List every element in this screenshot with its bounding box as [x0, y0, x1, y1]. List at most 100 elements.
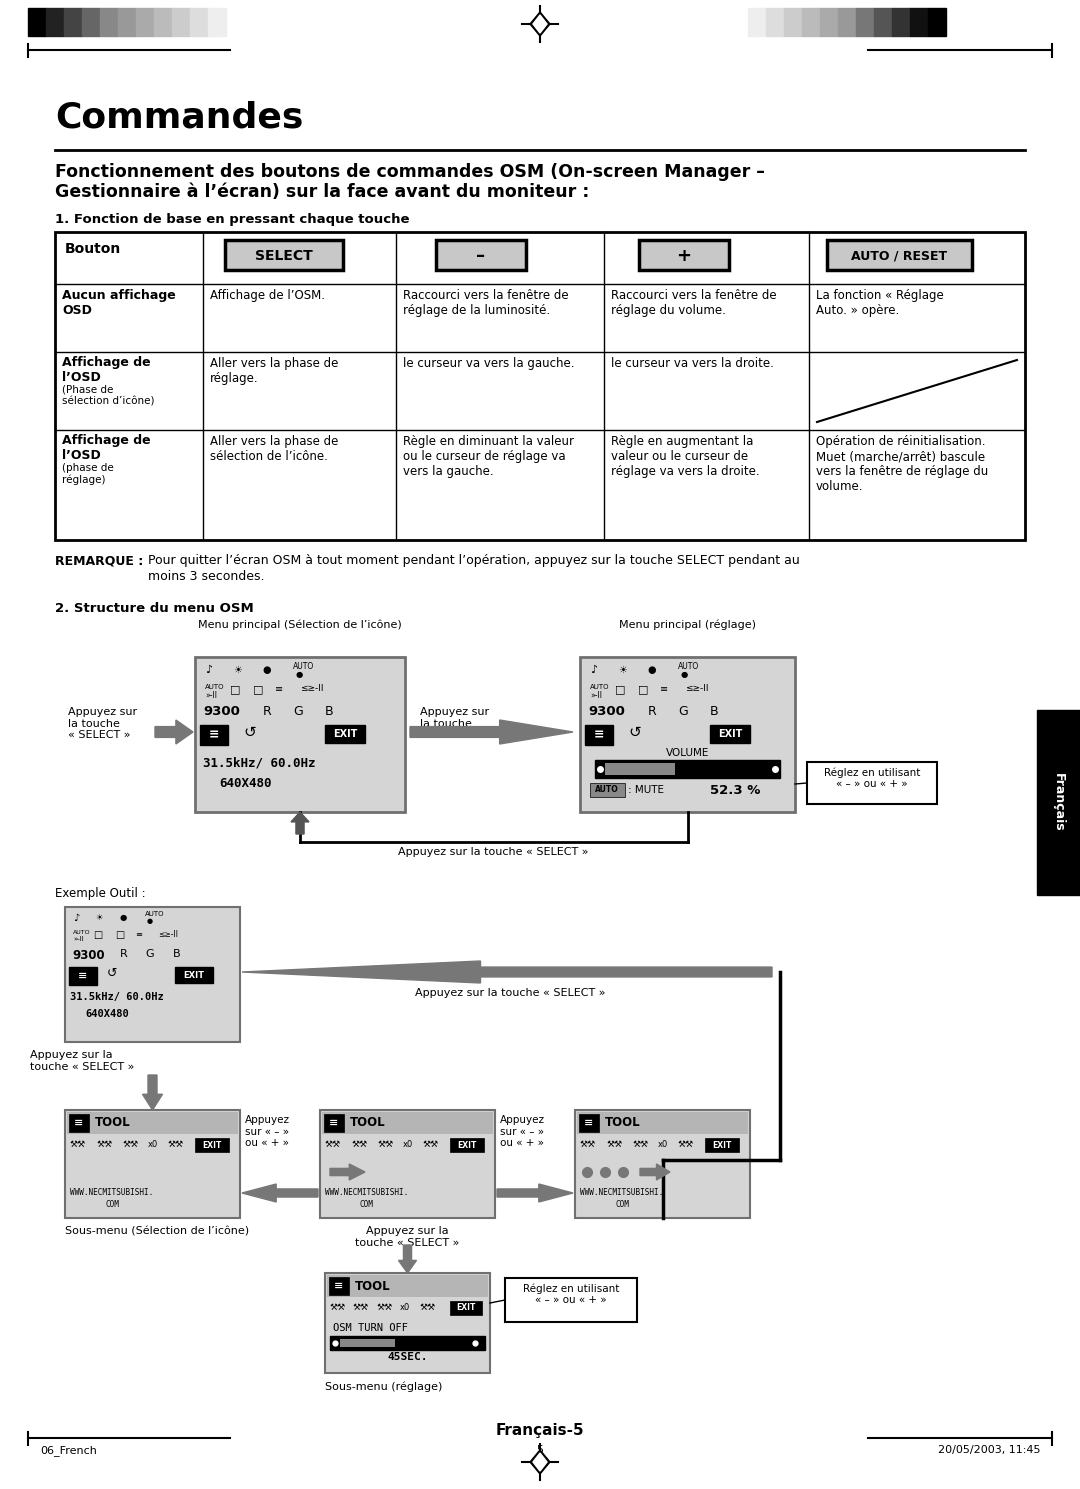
- Text: ≡: ≡: [594, 728, 604, 742]
- Bar: [208, 7, 226, 36]
- Text: Réglez en utilisant
« – » ou « + »: Réglez en utilisant « – » ou « + »: [824, 767, 920, 789]
- Text: ≤≥‑II: ≤≥‑II: [158, 931, 178, 940]
- Text: ≡: ≡: [75, 1118, 83, 1129]
- Text: 06_French: 06_French: [40, 1444, 97, 1456]
- Text: AUTO: AUTO: [293, 663, 314, 672]
- Text: ⚒⚒: ⚒⚒: [377, 1303, 393, 1312]
- Text: VOLUME: VOLUME: [665, 747, 710, 758]
- Bar: [175, 966, 213, 983]
- Text: ≡: ≡: [584, 1118, 594, 1129]
- Text: AUTO / RESET: AUTO / RESET: [851, 250, 947, 262]
- Bar: [590, 783, 625, 797]
- Polygon shape: [330, 1164, 365, 1179]
- Text: Sous-menu (réglage): Sous-menu (réglage): [325, 1380, 443, 1392]
- Bar: [195, 657, 405, 812]
- Bar: [575, 1109, 750, 1218]
- Text: 5: 5: [537, 1444, 543, 1455]
- Text: TOOL: TOOL: [95, 1117, 131, 1130]
- Bar: [605, 762, 675, 774]
- Text: : MUTE: : MUTE: [627, 785, 664, 795]
- Bar: [807, 762, 937, 804]
- Text: B: B: [710, 704, 718, 718]
- Text: ≡: ≡: [660, 683, 669, 694]
- Text: □: □: [638, 683, 648, 694]
- Text: ⚒⚒: ⚒⚒: [420, 1303, 436, 1312]
- Text: B: B: [325, 704, 334, 718]
- Text: 1. Fonction de base en pressant chaque touche: 1. Fonction de base en pressant chaque t…: [55, 213, 409, 226]
- Text: ●: ●: [262, 666, 270, 675]
- Text: Appuyez sur la touche « SELECT »: Appuyez sur la touche « SELECT »: [399, 847, 589, 858]
- Text: □: □: [114, 931, 124, 940]
- Text: ≤≥‑II: ≤≥‑II: [685, 683, 708, 692]
- Text: Appuyez sur
la touche
« SELECT »: Appuyez sur la touche « SELECT »: [420, 707, 489, 740]
- Bar: [324, 1114, 345, 1132]
- Text: »‑II: »‑II: [205, 691, 217, 700]
- Text: ●: ●: [296, 670, 303, 679]
- Text: Appuyez sur la
touche « SELECT »: Appuyez sur la touche « SELECT »: [30, 1050, 134, 1072]
- Bar: [1037, 710, 1080, 895]
- Text: ⚒⚒: ⚒⚒: [330, 1303, 347, 1312]
- Text: COM: COM: [105, 1200, 119, 1209]
- Text: ♪: ♪: [73, 913, 79, 923]
- Text: ≡: ≡: [135, 931, 141, 940]
- Text: 20/05/2003, 11:45: 20/05/2003, 11:45: [937, 1444, 1040, 1455]
- Bar: [874, 7, 892, 36]
- Text: 9300: 9300: [588, 704, 625, 718]
- Text: ☀: ☀: [618, 666, 626, 675]
- Text: ↺: ↺: [243, 725, 256, 740]
- Text: EXIT: EXIT: [184, 971, 204, 980]
- Text: WWW.NECMITSUBISHI.: WWW.NECMITSUBISHI.: [325, 1188, 408, 1197]
- Text: Fonctionnement des boutons de commandes OSM (On-screen Manager –: Fonctionnement des boutons de commandes …: [55, 162, 765, 182]
- Text: 2. Structure du menu OSM: 2. Structure du menu OSM: [55, 602, 254, 615]
- Text: ♪: ♪: [205, 666, 212, 675]
- Text: 640X480: 640X480: [219, 777, 271, 791]
- Text: AUTO: AUTO: [205, 683, 225, 689]
- Text: EXIT: EXIT: [202, 1141, 221, 1150]
- Text: Commandes: Commandes: [55, 100, 303, 134]
- Text: Règle en diminuant la valeur
ou le curseur de réglage va
vers la gauche.: Règle en diminuant la valeur ou le curse…: [403, 435, 573, 478]
- Text: ●: ●: [681, 670, 688, 679]
- Bar: [585, 725, 613, 744]
- Text: ≡: ≡: [329, 1118, 339, 1129]
- Text: EXIT: EXIT: [457, 1303, 475, 1312]
- Bar: [450, 1301, 482, 1315]
- Text: R: R: [264, 704, 272, 718]
- Bar: [340, 1339, 395, 1348]
- Bar: [136, 7, 154, 36]
- Text: 9300: 9300: [203, 704, 240, 718]
- Text: ⚒⚒: ⚒⚒: [678, 1141, 694, 1150]
- Text: Affichage de
l’OSD: Affichage de l’OSD: [62, 433, 150, 462]
- Bar: [330, 1336, 485, 1351]
- Text: G: G: [145, 948, 153, 959]
- Bar: [65, 907, 240, 1042]
- Text: le curseur va vers la droite.: le curseur va vers la droite.: [611, 357, 774, 369]
- Text: WWW.NECMITSUBISHI.: WWW.NECMITSUBISHI.: [70, 1188, 153, 1197]
- Text: (phase de
réglage): (phase de réglage): [62, 463, 113, 485]
- Bar: [820, 7, 838, 36]
- Text: □: □: [230, 683, 241, 694]
- Bar: [710, 725, 750, 743]
- Text: Bouton: Bouton: [65, 243, 121, 256]
- Text: ≤≥‑II: ≤≥‑II: [300, 683, 324, 692]
- Text: 31.5kHz/ 60.0Hz: 31.5kHz/ 60.0Hz: [203, 756, 315, 770]
- Bar: [325, 725, 365, 743]
- Text: REMARQUE :: REMARQUE :: [55, 554, 144, 567]
- Bar: [100, 7, 118, 36]
- Bar: [69, 1114, 89, 1132]
- Bar: [450, 1138, 484, 1152]
- Bar: [928, 7, 946, 36]
- Text: AUTO: AUTO: [595, 786, 619, 795]
- Text: ⚒⚒: ⚒⚒: [607, 1141, 623, 1150]
- Text: 45SEC.: 45SEC.: [388, 1352, 428, 1362]
- Text: Menu principal (réglage): Menu principal (réglage): [619, 619, 756, 630]
- Text: ≡: ≡: [208, 728, 219, 742]
- Bar: [64, 7, 82, 36]
- Text: Aller vers la phase de
réglage.: Aller vers la phase de réglage.: [210, 357, 338, 386]
- Text: ☀: ☀: [95, 913, 103, 922]
- Polygon shape: [497, 1184, 573, 1202]
- Bar: [46, 7, 64, 36]
- Text: EXIT: EXIT: [718, 730, 742, 739]
- Bar: [639, 240, 729, 270]
- Bar: [200, 725, 228, 744]
- Text: AUTO: AUTO: [590, 683, 609, 689]
